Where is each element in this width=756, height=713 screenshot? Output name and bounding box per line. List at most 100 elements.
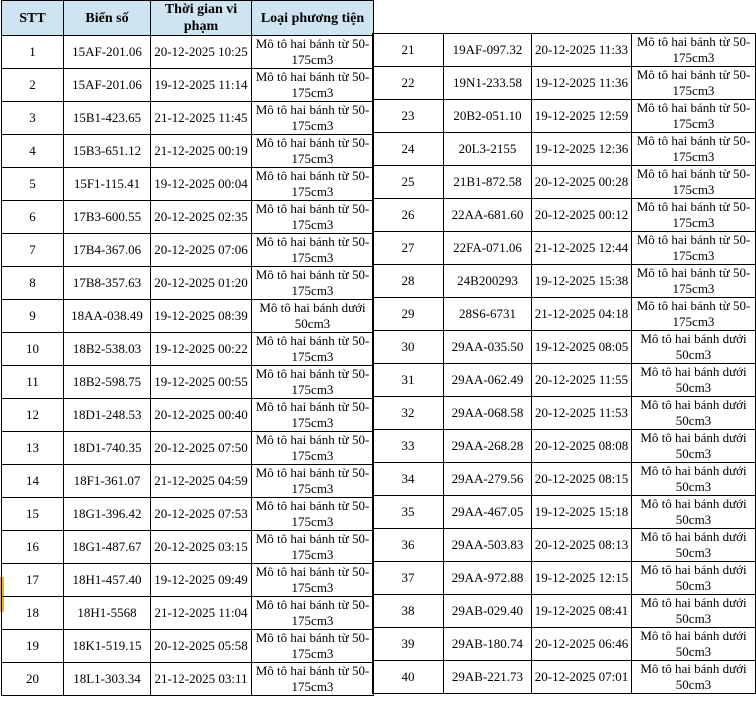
row-time: 20-12-2025 08:15 [531,462,632,496]
row-vehicle: Mô tô hai bánh từ 50-175cm3 [251,332,374,366]
table-row: 20 18L1-303.34 21-12-2025 03:11 Mô tô hai b… [1,662,374,696]
row-stt: 2 [1,68,64,102]
row-stt: 22 [372,66,444,100]
row-time: 19-12-2025 00:04 [150,167,252,201]
row-stt: 28 [372,264,444,298]
row-plate: 29AA-068.58 [443,396,532,430]
row-vehicle: Mô tô hai bánh từ 50-175cm3 [631,132,756,166]
row-stt: 27 [372,231,444,265]
row-stt: 7 [1,233,64,267]
row-stt: 3 [1,101,64,135]
table-row: 26 22AA-681.60 20-12-2025 00:12 Mô tô hai b… [372,198,756,232]
row-vehicle: Mô tô hai bánh dưới 50cm3 [631,561,756,595]
row-time: 19-12-2025 09:49 [150,563,252,597]
row-vehicle: Mô tô hai bánh từ 50-175cm3 [631,66,756,100]
row-stt: 35 [372,495,444,529]
row-plate: 29AA-279.56 [443,462,532,496]
row-vehicle: Mô tô hai bánh từ 50-175cm3 [631,165,756,199]
row-time: 20-12-2025 03:15 [150,530,252,564]
header-vehicle-type: Loại phương tiện [251,0,374,36]
row-time: 19-12-2025 00:55 [150,365,252,399]
table-row: 23 20B2-051.10 19-12-2025 12:59 Mô tô hai b… [372,99,756,133]
table-row: 1 15AF-201.06 20-12-2025 10:25 Mô tô hai bá… [1,35,374,69]
row-stt: 17 [1,563,64,597]
row-plate: 18B2-538.03 [63,332,151,366]
row-plate: 15B3-651.12 [63,134,151,168]
row-vehicle: Mô tô hai bánh từ 50-175cm3 [631,297,756,331]
table-row: 10 18B2-538.03 19-12-2025 00:22 Mô tô hai b… [1,332,374,366]
row-stt: 19 [1,629,64,663]
row-plate: 29AB-029.40 [443,594,532,628]
table-row: 39 29AB-180.74 20-12-2025 06:46 Mô tô hai b… [372,627,756,661]
table-row: 35 29AA-467.05 19-12-2025 15:18 Mô tô hai b… [372,495,756,529]
row-time: 21-12-2025 11:04 [150,596,252,630]
row-time: 19-12-2025 08:41 [531,594,632,628]
row-vehicle: Mô tô hai bánh từ 50-175cm3 [251,365,374,399]
row-time: 21-12-2025 03:11 [150,662,252,696]
row-time: 20-12-2025 05:58 [150,629,252,663]
row-vehicle: Mô tô hai bánh dưới 50cm3 [251,299,374,333]
row-stt: 20 [1,662,64,696]
row-vehicle: Mô tô hai bánh dưới 50cm3 [631,330,756,364]
row-stt: 32 [372,396,444,430]
row-time: 21-12-2025 04:59 [150,464,252,498]
row-plate: 18D1-248.53 [63,398,151,432]
row-plate: 18F1-361.07 [63,464,151,498]
row-stt: 29 [372,297,444,331]
table-row: 2 15AF-201.06 19-12-2025 11:14 Mô tô hai bá… [1,68,374,102]
table-row: 21 19AF-097.32 20-12-2025 11:33 Mô tô hai b… [372,33,756,67]
row-vehicle: Mô tô hai bánh từ 50-175cm3 [251,266,374,300]
row-stt: 34 [372,462,444,496]
row-vehicle: Mô tô hai bánh dưới 50cm3 [631,627,756,661]
row-plate: 22FA-071.06 [443,231,532,265]
row-plate: 29AB-180.74 [443,627,532,661]
row-stt: 33 [372,429,444,463]
row-stt: 39 [372,627,444,661]
row-vehicle: Mô tô hai bánh từ 50-175cm3 [631,231,756,265]
row-time: 19-12-2025 15:38 [531,264,632,298]
table-row: 6 17B3-600.55 20-12-2025 02:35 Mô tô hai bá… [1,200,374,234]
row-time: 21-12-2025 11:45 [150,101,252,135]
row-time: 20-12-2025 00:28 [531,165,632,199]
table-row: 27 22FA-071.06 21-12-2025 12:44 Mô tô hai b… [372,231,756,265]
row-plate: 18G1-396.42 [63,497,151,531]
row-vehicle: Mô tô hai bánh dưới 50cm3 [631,363,756,397]
row-time: 19-12-2025 12:36 [531,132,632,166]
row-vehicle: Mô tô hai bánh từ 50-175cm3 [251,68,374,102]
row-stt: 12 [1,398,64,432]
row-vehicle: Mô tô hai bánh từ 50-175cm3 [251,101,374,135]
row-vehicle: Mô tô hai bánh từ 50-175cm3 [251,596,374,630]
row-vehicle: Mô tô hai bánh từ 50-175cm3 [251,398,374,432]
row-vehicle: Mô tô hai bánh từ 50-175cm3 [631,264,756,298]
row-stt: 18 [1,596,64,630]
row-time: 21-12-2025 00:19 [150,134,252,168]
row-plate: 29AA-972.88 [443,561,532,595]
row-plate: 18G1-487.67 [63,530,151,564]
violations-table-left: STT Biển số Thời gian vi phạm Loại phươn… [1,0,374,696]
table-row: 7 17B4-367.06 20-12-2025 07:06 Mô tô hai bá… [1,233,374,267]
row-plate: 29AB-221.73 [443,660,532,694]
row-time: 20-12-2025 10:25 [150,35,252,69]
row-time: 19-12-2025 11:14 [150,68,252,102]
row-stt: 11 [1,365,64,399]
row-stt: 31 [372,363,444,397]
row-time: 19-12-2025 11:36 [531,66,632,100]
row-plate: 15AF-201.06 [63,35,151,69]
header-stt: STT [1,0,64,36]
row-vehicle: Mô tô hai bánh từ 50-175cm3 [251,629,374,663]
row-vehicle: Mô tô hai bánh từ 50-175cm3 [251,134,374,168]
row-stt: 24 [372,132,444,166]
row-stt: 36 [372,528,444,562]
table-row: 22 19N1-233.58 19-12-2025 11:36 Mô tô hai b… [372,66,756,100]
table-row: 4 15B3-651.12 21-12-2025 00:19 Mô tô hai bá… [1,134,374,168]
row-stt: 25 [372,165,444,199]
table-row: 24 20L3-2155 19-12-2025 12:36 Mô tô hai bán… [372,132,756,166]
row-stt: 40 [372,660,444,694]
table-row: 36 29AA-503.83 20-12-2025 08:13 Mô tô hai b… [372,528,756,562]
table-body-right: 21 19AF-097.32 20-12-2025 11:33 Mô tô hai b… [372,33,756,694]
row-plate: 18L1-303.34 [63,662,151,696]
table-row: 28 24B200293 19-12-2025 15:38 Mô tô hai bán… [372,264,756,298]
header-time: Thời gian vi phạm [150,0,252,36]
row-stt: 30 [372,330,444,364]
row-vehicle: Mô tô hai bánh từ 50-175cm3 [251,563,374,597]
